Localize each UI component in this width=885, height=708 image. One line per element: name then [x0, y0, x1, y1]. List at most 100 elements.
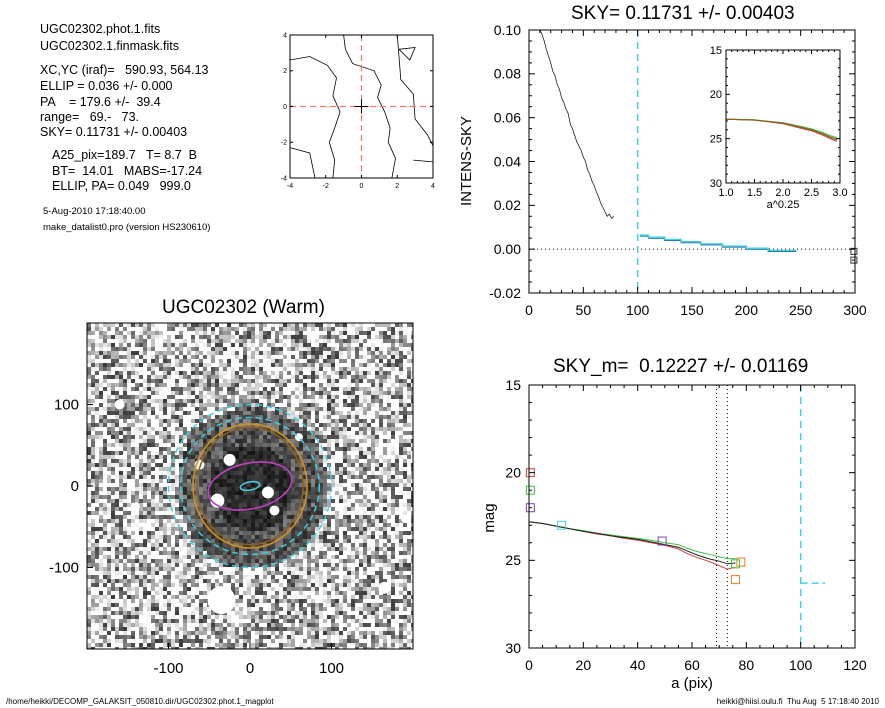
image-pixel [87, 387, 91, 391]
image-pixel [191, 471, 195, 475]
image-pixel [307, 343, 311, 347]
image-pixel [211, 487, 215, 491]
image-pixel [287, 335, 291, 339]
image-pixel [271, 455, 275, 459]
image-pixel [271, 495, 275, 499]
image-pixel [275, 611, 279, 615]
image-pixel [407, 591, 411, 595]
image-pixel [395, 567, 399, 571]
image-pixel [287, 379, 291, 383]
image-pixel [95, 475, 99, 479]
image-pixel [115, 395, 119, 399]
image-pixel [407, 503, 411, 507]
image-pixel [135, 455, 139, 459]
image-pixel [167, 367, 171, 371]
image-pixel [139, 635, 143, 639]
image-pixel [223, 575, 227, 579]
image-pixel [103, 407, 107, 411]
image-pixel [315, 559, 319, 563]
image-pixel [307, 395, 311, 399]
image-pixel [399, 467, 403, 471]
image-pixel [335, 555, 339, 559]
image-pixel [235, 523, 239, 527]
image-pixel [363, 539, 367, 543]
image-pixel [247, 555, 251, 559]
image-pixel [187, 511, 191, 515]
image-pixel [299, 367, 303, 371]
image-pixel [339, 475, 343, 479]
image-pixel [383, 519, 387, 523]
image-pixel [151, 479, 155, 483]
image-pixel [139, 483, 143, 487]
image-pixel [363, 607, 367, 611]
image-pixel [123, 487, 127, 491]
image-pixel [315, 603, 319, 607]
image-pixel [99, 567, 103, 571]
image-pixel [411, 411, 413, 415]
image-pixel [211, 439, 215, 443]
image-pixel [303, 487, 307, 491]
image-pixel [259, 455, 263, 459]
image-pixel [335, 427, 339, 431]
image-pixel [343, 467, 347, 471]
image-pixel [359, 579, 363, 583]
image-pixel [203, 383, 207, 387]
image-pixel [347, 447, 351, 451]
image-pixel [379, 595, 383, 599]
image-pixel [159, 463, 163, 467]
image-pixel [411, 347, 413, 351]
image-pixel [347, 411, 351, 415]
image-pixel [107, 499, 111, 503]
image-pixel [199, 371, 203, 375]
image-pixel [267, 351, 271, 355]
image-pixel [203, 559, 207, 563]
image-pixel [243, 499, 247, 503]
image-pixel [223, 527, 227, 531]
image-pixel [275, 475, 279, 479]
image-pixel [107, 411, 111, 415]
image-pixel [395, 583, 399, 587]
profile-ytick-label: 0.10 [494, 22, 521, 38]
image-pixel [227, 623, 231, 627]
image-pixel [255, 587, 259, 591]
image-pixel [355, 443, 359, 447]
image-pixel [371, 531, 375, 535]
image-pixel [167, 599, 171, 603]
image-pixel [371, 343, 375, 347]
image-pixel [251, 555, 255, 559]
image-pixel [227, 499, 231, 503]
image-pixel [339, 435, 343, 439]
image-pixel [275, 627, 279, 631]
image-pixel [199, 487, 203, 491]
image-pixel [351, 367, 355, 371]
image-pixel [151, 587, 155, 591]
image-pixel [379, 479, 383, 483]
image-pixel [307, 619, 311, 623]
image-pixel [235, 439, 239, 443]
image-pixel [119, 363, 123, 367]
image-pixel [351, 587, 355, 591]
image-pixel [379, 455, 383, 459]
image-pixel [179, 415, 183, 419]
image-pixel [263, 327, 267, 331]
image-pixel [363, 567, 367, 571]
image-pixel [375, 571, 379, 575]
image-pixel [103, 611, 107, 615]
image-pixel [247, 443, 251, 447]
image-pixel [131, 415, 135, 419]
image-pixel [183, 583, 187, 587]
image-pixel [303, 587, 307, 591]
image-pixel [315, 347, 319, 351]
image-pixel [111, 611, 115, 615]
image-pixel [115, 583, 119, 587]
image-pixel [207, 431, 211, 435]
image-pixel [183, 555, 187, 559]
image-pixel [235, 455, 239, 459]
image-pixel [239, 571, 243, 575]
image-pixel [315, 371, 319, 375]
image-pixel [91, 359, 95, 363]
image-pixel [395, 535, 399, 539]
image-pixel [399, 403, 403, 407]
image-pixel [215, 463, 219, 467]
image-pixel [91, 471, 95, 475]
